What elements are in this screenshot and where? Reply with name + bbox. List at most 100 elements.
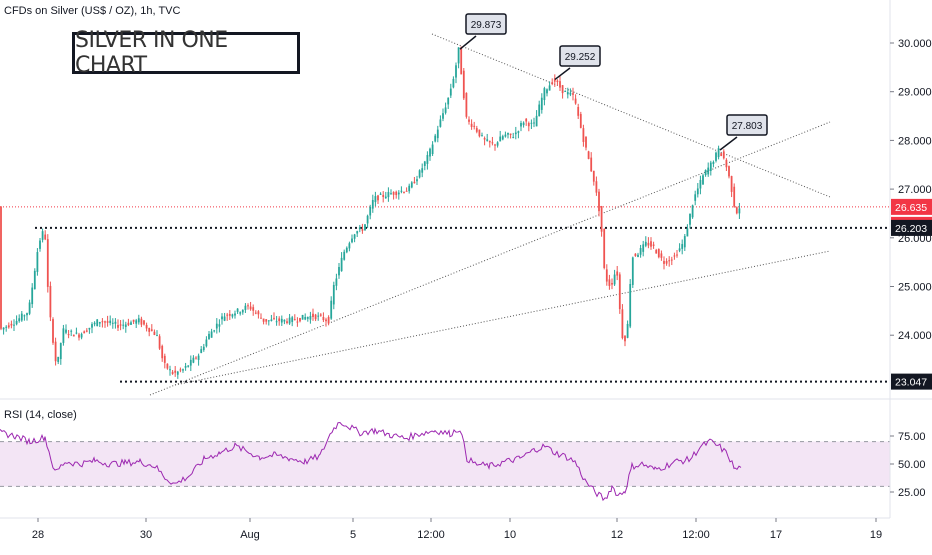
candle-body [377,195,379,201]
candle-body [371,199,374,209]
candle-body [457,47,460,64]
candle-body [226,314,229,316]
candle-body [366,215,369,224]
candle-body [286,321,288,323]
y-tick-label: 30.000 [898,38,932,50]
candle-body [119,324,122,326]
candle-body [416,179,418,182]
candle-body [665,261,668,264]
candle-body [522,122,525,126]
callout-box [726,114,768,136]
candle-body [221,316,223,320]
callout-label: 29.252 [565,52,596,63]
candle-body [353,234,356,239]
candle-body [496,142,499,146]
candle-body [603,229,606,268]
candle-body [218,324,221,327]
candle-body [278,318,281,322]
candle-body [0,206,2,329]
candle-body [205,339,208,347]
candle-body [624,335,626,342]
candle-body [382,194,385,198]
candle-body [504,134,507,137]
candle-body [439,119,442,127]
candle-body [616,271,619,276]
candle-body [299,317,301,322]
x-tick-label: Aug [240,529,260,541]
candle-body [192,357,195,363]
candle-body [730,176,733,192]
price-label-text: 26.635 [895,202,927,214]
candle-body [44,234,47,240]
candle-body [535,115,538,127]
candle-body [80,333,83,338]
candle-body [434,135,437,142]
candle-body [483,138,486,140]
candle-body [358,227,361,230]
candle-body [384,196,387,199]
candle-body [49,285,52,318]
candle-body [678,248,681,251]
candle-body [356,231,359,234]
x-tick-label: 10 [504,529,516,541]
y-tick-label: 28.000 [898,135,932,147]
callout-pointer [719,136,738,151]
candle-body [478,129,481,137]
candle-body [689,213,691,225]
candle-body [561,85,564,94]
candle-body [18,318,21,322]
candle-body [62,328,65,343]
candle-body [598,191,600,212]
candle-body [577,106,580,116]
candle-body [273,317,275,319]
candle-body [296,321,299,323]
candle-body [720,153,723,156]
candle-body [262,318,265,322]
candle-body [517,131,520,133]
candle-body [228,314,231,316]
candle-body [83,331,86,334]
candle-body [595,181,598,193]
candle-body [717,148,720,158]
candle-body [223,316,226,321]
candle-body [704,169,707,176]
candle-body [338,266,340,276]
candle-body [621,309,624,339]
candle-body [465,92,468,117]
candle-body [174,370,177,373]
price-axis[interactable]: 30.00029.00028.00027.00026.00025.00024.0… [890,38,932,499]
candle-body [499,136,502,142]
y-tick-label: 25.000 [898,282,932,294]
candle-body [28,302,31,314]
candle-body [137,318,140,323]
candle-body [626,323,629,338]
symbol-title: CFDs on Silver (US$ / OZ), 1h, TVC [4,5,181,17]
callout-box [559,45,601,67]
candle-body [473,125,476,127]
candle-body [592,170,595,182]
candle-body [379,193,382,195]
candle-body [392,192,395,195]
time-axis[interactable]: 28 30 Aug 5 12:00 10 12 12:00 17 19 [0,517,932,550]
candle-body [39,240,41,249]
candle-body [426,155,429,164]
candle-body [117,325,119,328]
rsi-panel[interactable] [0,421,890,502]
candle-body [109,320,112,324]
candle-body [400,190,403,192]
candle-body [65,329,67,333]
candle-body [520,122,522,127]
candle-body [96,319,99,327]
candle-body [127,322,130,326]
rsi-label: RSI (14, close) [4,409,77,421]
candle-body [197,355,200,360]
candle-body [153,331,156,335]
callout-pointer [459,35,477,50]
candle-body [728,166,730,177]
candle-body [546,89,548,94]
price-label-bg [891,373,932,390]
candle-body [249,306,252,310]
candle-body [210,331,213,338]
